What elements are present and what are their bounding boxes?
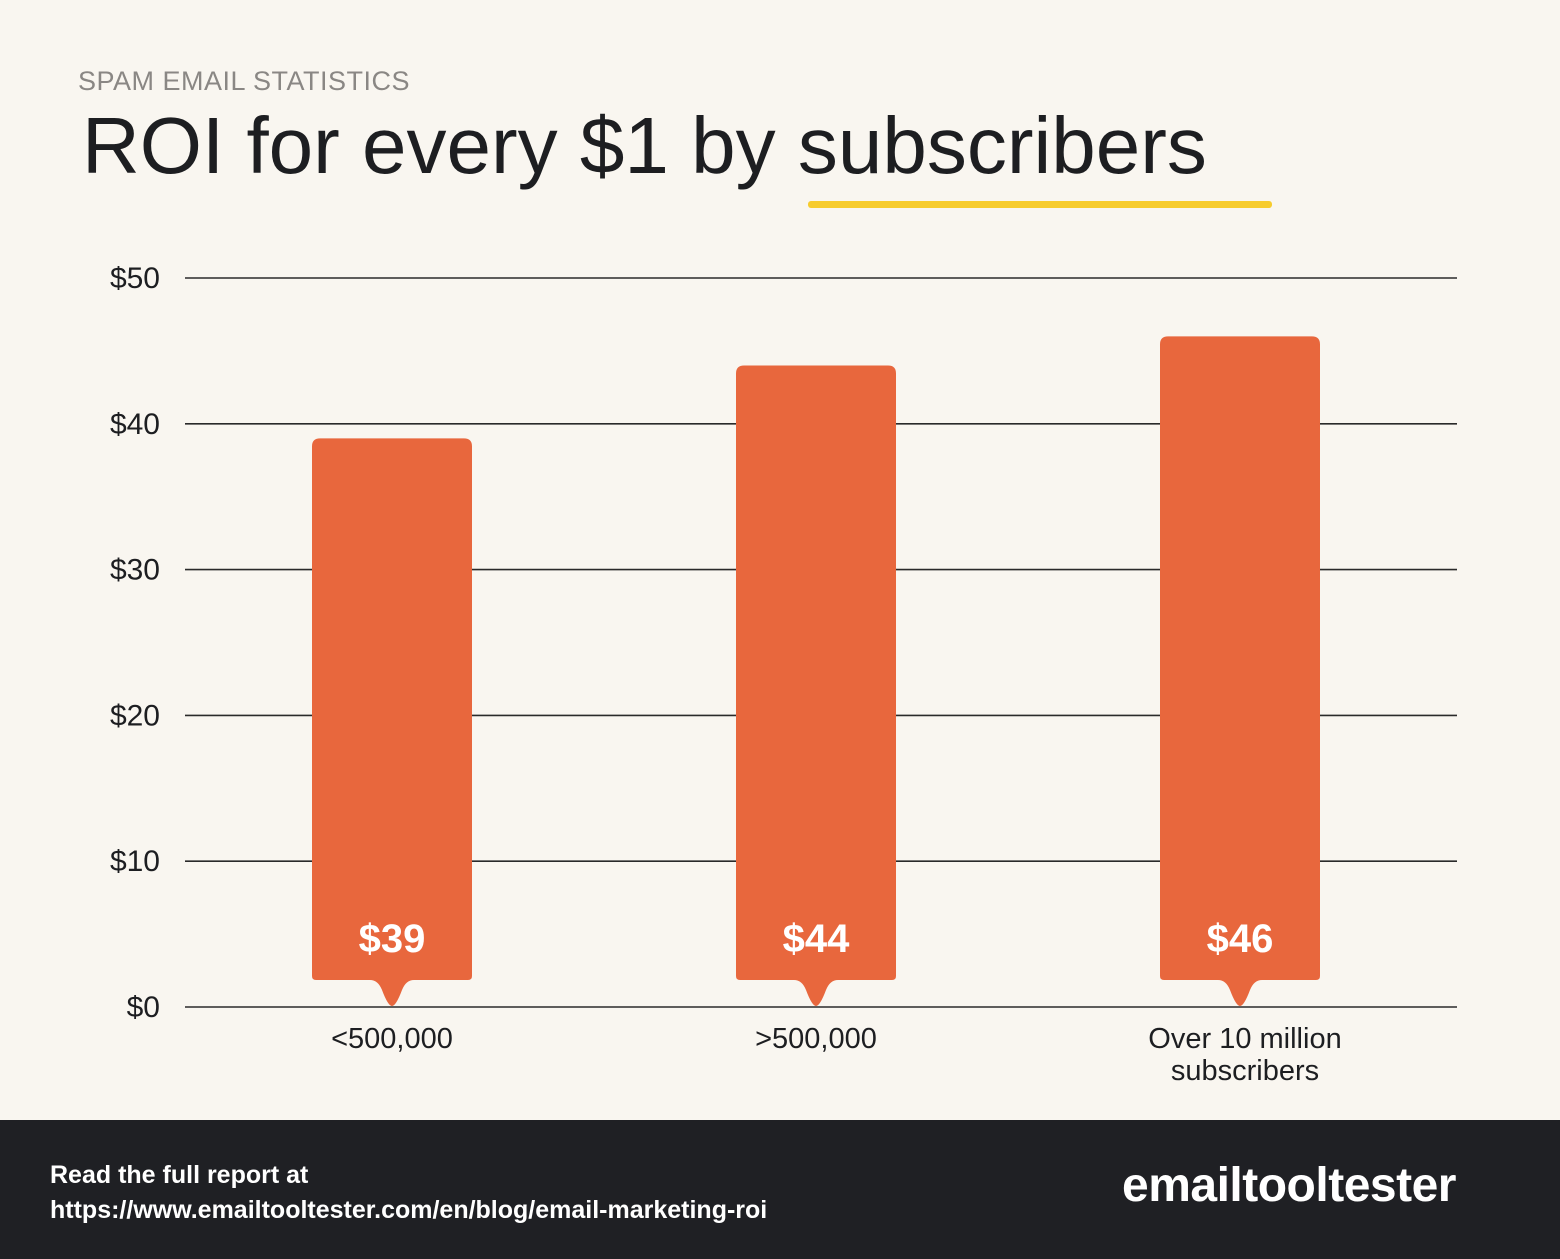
footer-report-link[interactable]: https://www.emailtooltester.com/en/blog/…: [50, 1196, 768, 1224]
title-underline: [808, 201, 1272, 208]
x-tick-label: Over 10 million: [1148, 1023, 1341, 1055]
y-tick-label: $20: [110, 699, 160, 732]
data-label: $44: [783, 917, 850, 961]
x-tick-label: subscribers: [1171, 1055, 1319, 1087]
y-tick-label: $40: [110, 408, 160, 441]
chart-title: ROI for every $1 by subscribers: [82, 102, 1207, 190]
bar: [1160, 336, 1320, 1006]
bar: [312, 438, 472, 1006]
chart-eyebrow: SPAM EMAIL STATISTICS: [78, 66, 411, 96]
x-tick-label: <500,000: [331, 1023, 453, 1055]
x-tick-label: >500,000: [755, 1023, 877, 1055]
bar-chart: $0 $10 $20 $30 $40 $50 $39 <500,000 $44 >500,000 $…: [110, 262, 1457, 1087]
bars: [312, 336, 1320, 1007]
y-tick-label: $30: [110, 554, 160, 587]
title-highlight: subscribers: [797, 101, 1207, 190]
data-label: $46: [1207, 917, 1274, 961]
title-main: ROI for every $1 by: [82, 101, 798, 190]
bar: [736, 365, 896, 1007]
y-tick-label: $0: [127, 991, 160, 1024]
labels: $0 $10 $20 $30 $40 $50 $39 <500,000 $44 >500,000 $…: [110, 262, 1342, 1087]
footer-line-1: Read the full report at: [50, 1161, 309, 1189]
y-tick-label: $10: [110, 845, 160, 878]
emailtooltester-logo: emailtooltester: [1122, 1159, 1456, 1212]
y-tick-label: $50: [110, 262, 160, 295]
footer-bar: [0, 1120, 1560, 1259]
footer-text: Read the full report at https://www.emai…: [50, 1158, 767, 1228]
data-label: $39: [359, 917, 426, 961]
